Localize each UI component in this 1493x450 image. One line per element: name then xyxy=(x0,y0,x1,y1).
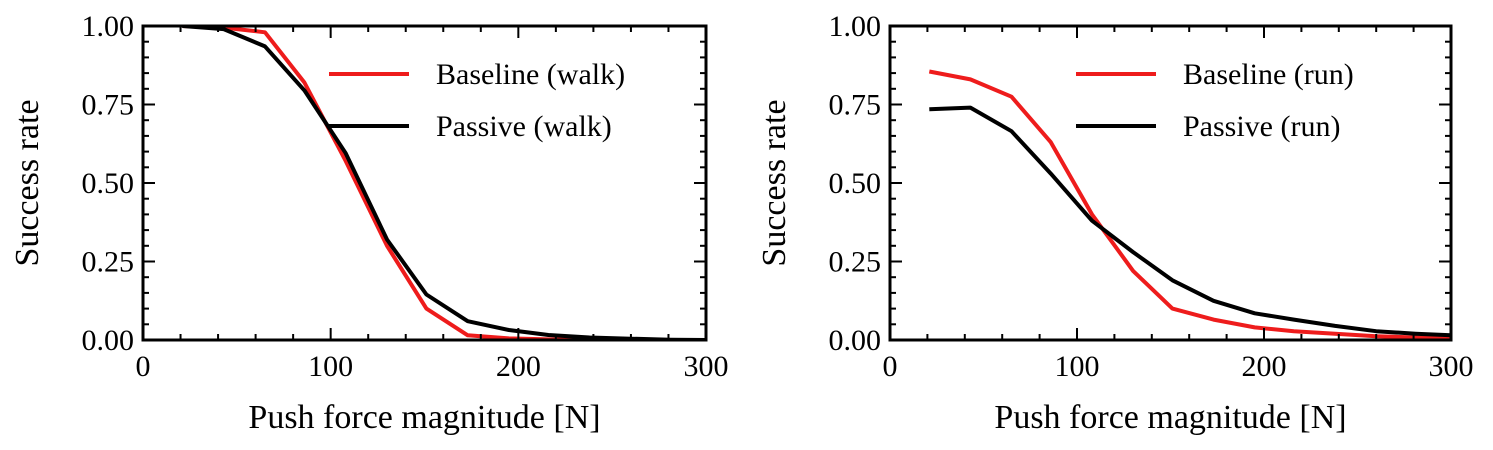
x-axis-label: Push force magnitude [N] xyxy=(994,399,1346,436)
plot-lines xyxy=(928,69,1451,340)
legend-label-baseline: Baseline (walk) xyxy=(436,58,625,91)
x-tick-label: 100 xyxy=(308,350,353,383)
y-tick-label: 0.50 xyxy=(82,167,135,200)
x-tick-label: 0 xyxy=(883,350,898,383)
y-tick-label: 0.50 xyxy=(829,167,882,200)
plot-frame xyxy=(888,24,1453,342)
y-tick-label: 0.75 xyxy=(829,89,882,122)
chart-panel-walk: 0 100 200 300 0.00 0.25 0.50 0.75 1.00 Push forc… xyxy=(9,10,729,436)
y-tick-label: 0.25 xyxy=(829,246,882,279)
chart-panel-run: 0 100 200 300 0.00 0.25 0.50 0.75 1.00 Push forc… xyxy=(756,10,1474,436)
y-axis-label: Success rate xyxy=(9,99,46,266)
y-tick-label: 1.00 xyxy=(82,10,135,43)
legend-label-passive: Passive (run) xyxy=(1183,110,1340,143)
legend: Baseline (walk) Passive (walk) xyxy=(329,58,625,143)
y-tick-label: 0.00 xyxy=(82,324,135,357)
legend: Baseline (run) Passive (run) xyxy=(1076,58,1354,143)
y-tick-label: 1.00 xyxy=(829,10,882,43)
x-tick-label: 300 xyxy=(684,350,729,383)
x-tick-label: 100 xyxy=(1055,350,1100,383)
axis-ticks xyxy=(889,25,1452,341)
legend-label-baseline: Baseline (run) xyxy=(1183,58,1354,91)
x-tick-label: 200 xyxy=(1242,350,1287,383)
legend-label-passive: Passive (walk) xyxy=(436,110,612,143)
y-tick-label: 0.25 xyxy=(82,246,135,279)
series-line-passive xyxy=(929,105,1451,338)
y-tick-label: 0.75 xyxy=(82,89,135,122)
series-line-baseline xyxy=(928,69,1451,340)
y-tick-label: 0.00 xyxy=(829,324,882,357)
plot-frame xyxy=(141,24,708,342)
tick-labels: 0 100 200 300 0.00 0.25 0.50 0.75 1.00 xyxy=(829,10,1474,383)
x-axis-label: Push force magnitude [N] xyxy=(248,399,600,436)
x-tick-label: 0 xyxy=(136,350,151,383)
x-tick-label: 300 xyxy=(1429,350,1474,383)
tick-labels: 0 100 200 300 0.00 0.25 0.50 0.75 1.00 xyxy=(82,10,729,383)
x-tick-label: 200 xyxy=(496,350,541,383)
y-axis-label: Success rate xyxy=(756,99,793,266)
